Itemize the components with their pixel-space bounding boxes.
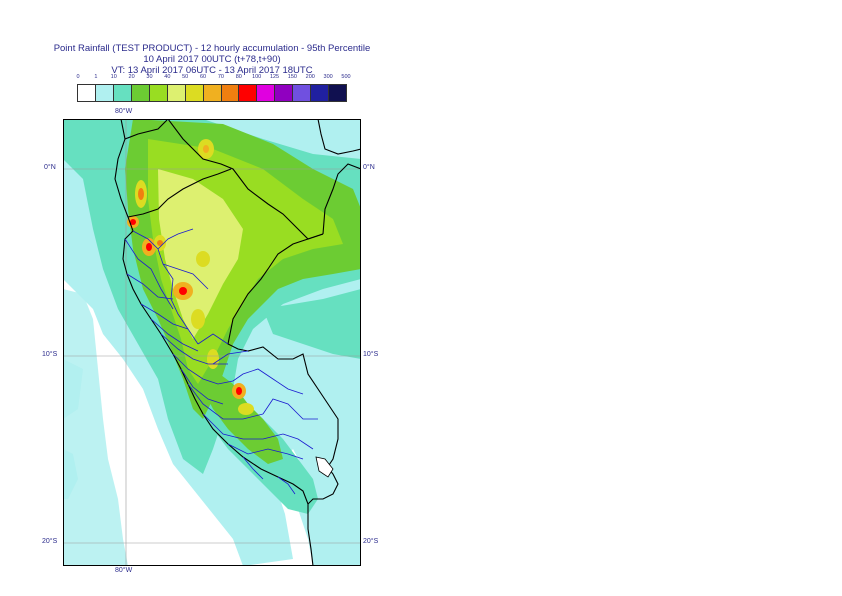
legend-label-15: 500 [341, 74, 351, 80]
lake-titicaca [315, 456, 334, 478]
lat-label-left-0: 0°N [44, 164, 56, 171]
legend-box-3 [131, 85, 150, 101]
rain-core-1b [203, 145, 209, 153]
lat-label-left-10: 10°S [42, 351, 58, 358]
ocean-patch-2 [63, 449, 78, 499]
legend-box-2 [113, 85, 132, 101]
coastline [114, 119, 314, 566]
rain-core-11 [238, 403, 254, 415]
rain-core-3b [130, 219, 136, 225]
legend-label-9: 80 [235, 74, 242, 80]
lat-label-right-10: 10°S [363, 351, 379, 358]
border-ecuador-colombia [124, 119, 169, 140]
legend-box-0 [78, 85, 96, 101]
admin-boundaries [124, 228, 318, 495]
lat-label-right-0: 0°N [363, 164, 375, 171]
border-colombia-venezuela [317, 119, 361, 155]
border-ecuador-peru [127, 168, 232, 218]
legend-box-1 [95, 85, 114, 101]
legend-label-14: 300 [323, 74, 333, 80]
legend-box-9 [239, 85, 258, 101]
rain-core-6b [179, 287, 187, 295]
legend-label-13: 200 [305, 74, 315, 80]
title-line-2: 10 April 2017 00UTC (t+78,t+90) [143, 54, 281, 65]
legend-label-5: 40 [164, 74, 171, 80]
rain-core-4b [146, 243, 152, 251]
title-line-1: Point Rainfall (TEST PRODUCT) - 12 hourl… [53, 43, 371, 54]
color-legend: 0 1 10 20 30 40 50 60 70 80 100 125 150 200 300 500 [76, 74, 351, 102]
legend-box-13 [311, 85, 330, 101]
rain-field-green-south [203, 369, 283, 464]
lat-label-left-20: 20°S [42, 538, 58, 545]
rain-field-light-west [63, 289, 128, 566]
legend-label-8: 70 [217, 74, 224, 80]
border-colombia-peru [167, 119, 324, 240]
legend-box-10 [257, 85, 276, 101]
legend-box-4 [149, 85, 168, 101]
title-line-3: VT: 13 April 2017 06UTC - 13 April 2017 … [111, 65, 313, 76]
rain-core-9 [207, 349, 219, 369]
legend-box-6 [185, 85, 204, 101]
legend-label-7: 60 [200, 74, 207, 80]
legend-color-boxes [77, 84, 347, 102]
border-colombia-brazil [322, 163, 361, 235]
legend-label-10: 100 [252, 74, 262, 80]
legend-label-11: 125 [269, 74, 280, 80]
lon-label-top: 80°W [115, 108, 133, 115]
legend-label-4: 30 [146, 74, 153, 80]
rain-core-5b [157, 240, 163, 246]
rain-core-2b [138, 188, 144, 200]
legend-box-7 [203, 85, 222, 101]
legend-label-3: 20 [128, 74, 135, 80]
legend-label-0: 0 [76, 74, 80, 80]
legend-box-14 [329, 85, 347, 101]
legend-label-6: 50 [182, 74, 189, 80]
legend-box-8 [221, 85, 240, 101]
lat-label-right-20: 20°S [363, 538, 379, 545]
legend-box-11 [275, 85, 294, 101]
rainfall-map [63, 119, 361, 566]
rain-core-8 [191, 309, 205, 329]
lon-label-bottom: 80°W [115, 567, 133, 574]
legend-label-1: 1 [94, 74, 98, 80]
legend-label-12: 150 [287, 74, 297, 80]
rain-core-10b [236, 387, 242, 395]
rain-core-7 [196, 251, 210, 267]
border-brazil-peru [227, 233, 339, 475]
map-frame [63, 119, 361, 566]
ocean-patch-1 [63, 359, 83, 419]
legend-box-5 [167, 85, 186, 101]
rain-field-teal-east [263, 289, 361, 359]
legend-box-12 [293, 85, 312, 101]
legend-label-2: 10 [110, 74, 117, 80]
legend-labels: 0 1 10 20 30 40 50 60 70 80 100 125 150 200 300 500 [76, 74, 351, 84]
